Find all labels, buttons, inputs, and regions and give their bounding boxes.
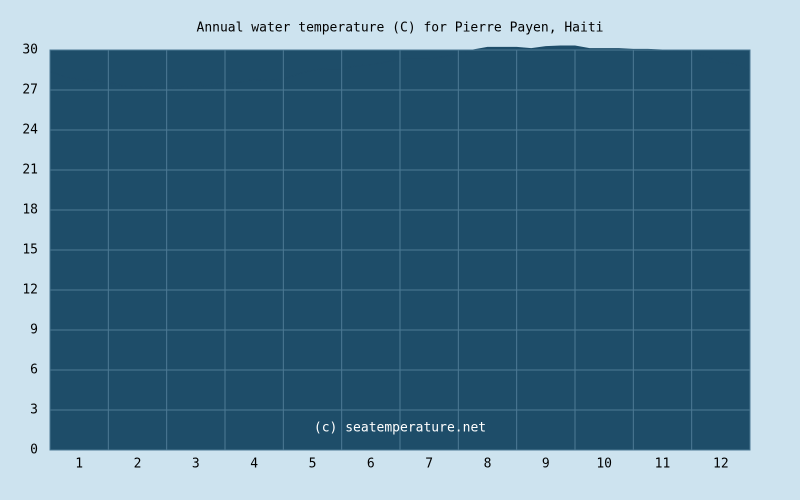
y-tick-label: 21 bbox=[22, 163, 38, 178]
x-tick-label: 3 bbox=[192, 457, 200, 472]
chart-title: Annual water temperature (C) for Pierre … bbox=[197, 21, 604, 36]
y-tick-label: 18 bbox=[22, 203, 38, 218]
y-tick-label: 12 bbox=[22, 283, 38, 298]
y-tick-label: 24 bbox=[22, 123, 38, 138]
x-tick-label: 7 bbox=[425, 457, 433, 472]
plot-border bbox=[49, 49, 751, 451]
x-tick-label: 2 bbox=[134, 457, 142, 472]
x-tick-label: 1 bbox=[75, 457, 83, 472]
y-tick-label: 15 bbox=[22, 243, 38, 258]
y-tick-label: 9 bbox=[30, 323, 38, 338]
x-tick-label: 8 bbox=[484, 457, 492, 472]
y-tick-label: 0 bbox=[30, 443, 38, 458]
x-tick-label: 10 bbox=[596, 457, 612, 472]
x-tick-label: 6 bbox=[367, 457, 375, 472]
y-tick-label: 27 bbox=[22, 83, 38, 98]
y-tick-label: 3 bbox=[30, 403, 38, 418]
x-tick-label: 4 bbox=[250, 457, 258, 472]
y-tick-label: 30 bbox=[22, 43, 38, 58]
x-tick-label: 9 bbox=[542, 457, 550, 472]
x-tick-label: 5 bbox=[309, 457, 317, 472]
x-tick-label: 11 bbox=[655, 457, 671, 472]
y-tick-label: 6 bbox=[30, 363, 38, 378]
x-tick-label: 12 bbox=[713, 457, 729, 472]
annotation: (c) seatemperature.net bbox=[314, 421, 486, 436]
